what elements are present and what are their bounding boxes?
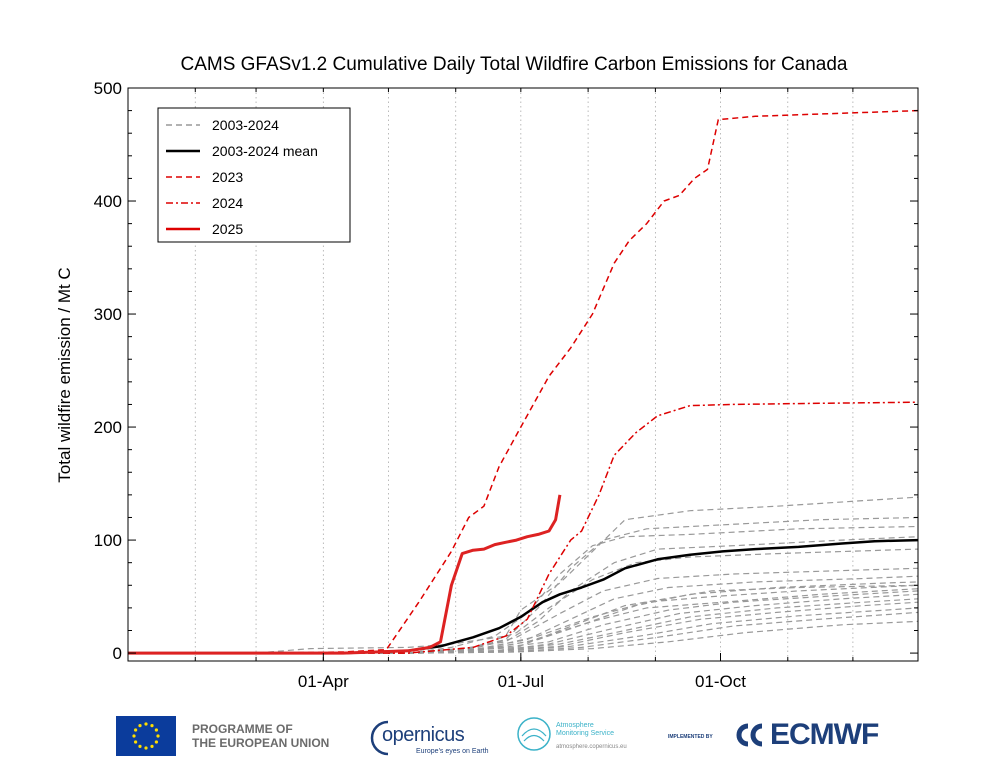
series-line	[128, 516, 919, 654]
atmosphere-service-url: atmosphere.copernicus.eu	[556, 744, 627, 750]
series-line	[128, 109, 919, 654]
ams-line-2: Monitoring Service	[556, 730, 614, 737]
eu-line-1: PROGRAMME OF	[192, 722, 293, 736]
ams-line-1: Atmosphere	[556, 722, 594, 729]
y-tick-label: 100	[94, 531, 122, 550]
series-line	[128, 401, 919, 654]
emissions-chart: CAMS GFASv1.2 Cumulative Daily Total Wil…	[55, 54, 919, 691]
atmosphere-service-label: Atmosphere Monitoring Service	[556, 722, 626, 738]
legend: 2003-2024 2003-2024 mean 2023 2024 2025	[157, 107, 351, 243]
plot-frame	[127, 87, 919, 662]
y-axis-label: Total wildfire emission / Mt C	[55, 267, 74, 482]
eu-flag-icon	[116, 716, 176, 756]
series-line	[128, 538, 919, 655]
y-tick-label: 0	[113, 644, 122, 663]
series-line	[128, 598, 919, 654]
series-lines	[128, 109, 919, 655]
series-line	[128, 548, 919, 654]
x-tick-label: 01-Jul	[498, 672, 544, 691]
series-line	[128, 525, 919, 654]
chart-title: CAMS GFASv1.2 Cumulative Daily Total Wil…	[180, 54, 847, 75]
series-line	[128, 620, 919, 654]
series-line	[128, 584, 919, 654]
y-tick-label: 200	[94, 418, 122, 437]
legend-box	[157, 107, 351, 243]
series-line	[128, 494, 562, 655]
x-tick-label: 01-Apr	[298, 672, 349, 691]
ecmwf-logo-text: ECMWF	[770, 718, 879, 751]
copernicus-c-icon	[370, 720, 389, 756]
legend-label: 2003-2024	[212, 117, 279, 133]
axis-ticks: 0 100 200 300 400 500 01-Apr 01-Jul 01-Oct	[94, 79, 918, 691]
y-tick-label: 300	[94, 305, 122, 324]
series-line	[128, 601, 919, 654]
legend-label: 2024	[212, 195, 243, 211]
x-tick-label: 01-Oct	[695, 672, 746, 691]
series-line	[128, 496, 919, 654]
footer-logos: PROGRAMME OF THE EUROPEAN UNION opernicu…	[0, 700, 1000, 770]
atmosphere-service-icon	[517, 717, 551, 751]
copernicus-logo-text: opernicus	[382, 724, 465, 746]
eu-programme-label: PROGRAMME OF THE EUROPEAN UNION	[192, 722, 329, 750]
legend-label: 2023	[212, 169, 243, 185]
eu-line-2: THE EUROPEAN UNION	[192, 736, 330, 750]
legend-label: 2003-2024 mean	[212, 143, 318, 159]
legend-label: 2025	[212, 221, 243, 237]
gridlines	[194, 88, 854, 661]
copernicus-tagline: Europe's eyes on Earth	[416, 748, 489, 755]
implemented-by-label: IMPLEMENTED BY	[668, 734, 713, 740]
series-line	[128, 607, 919, 654]
y-tick-label: 400	[94, 192, 122, 211]
ecmwf-mark-icon	[736, 723, 763, 747]
y-tick-label: 500	[94, 79, 122, 98]
series-line	[128, 536, 919, 654]
